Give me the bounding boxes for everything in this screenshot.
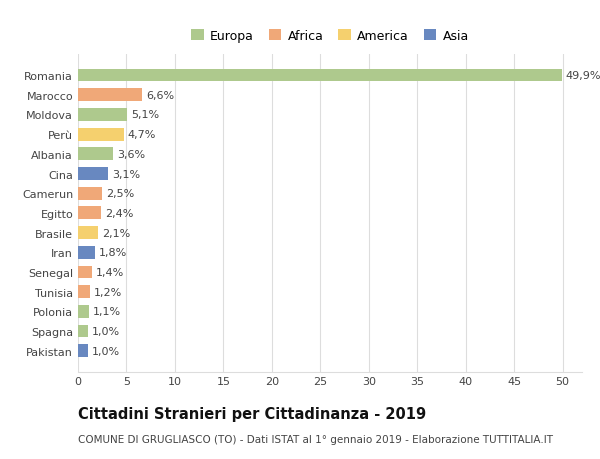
Text: 1,2%: 1,2% <box>94 287 122 297</box>
Bar <box>78 285 89 298</box>
Text: 3,1%: 3,1% <box>112 169 140 179</box>
Bar <box>78 168 108 180</box>
Bar <box>78 227 98 240</box>
Text: 49,9%: 49,9% <box>566 71 600 81</box>
Bar <box>78 207 101 220</box>
Bar <box>78 266 92 279</box>
Text: COMUNE DI GRUGLIASCO (TO) - Dati ISTAT al 1° gennaio 2019 - Elaborazione TUTTITA: COMUNE DI GRUGLIASCO (TO) - Dati ISTAT a… <box>78 434 553 444</box>
Bar <box>78 187 102 200</box>
Bar <box>78 129 124 141</box>
Text: 1,0%: 1,0% <box>92 346 119 356</box>
Text: 2,1%: 2,1% <box>102 228 130 238</box>
Text: 1,1%: 1,1% <box>92 307 121 317</box>
Text: Cittadini Stranieri per Cittadinanza - 2019: Cittadini Stranieri per Cittadinanza - 2… <box>78 406 426 421</box>
Text: 1,0%: 1,0% <box>92 326 119 336</box>
Bar <box>78 69 562 82</box>
Bar <box>78 325 88 338</box>
Bar <box>78 148 113 161</box>
Text: 2,5%: 2,5% <box>106 189 134 199</box>
Text: 4,7%: 4,7% <box>127 130 156 140</box>
Bar <box>78 246 95 259</box>
Bar <box>78 345 88 358</box>
Text: 3,6%: 3,6% <box>117 150 145 159</box>
Legend: Europa, Africa, America, Asia: Europa, Africa, America, Asia <box>191 30 469 43</box>
Text: 1,4%: 1,4% <box>95 268 124 277</box>
Text: 1,8%: 1,8% <box>100 248 128 258</box>
Text: 6,6%: 6,6% <box>146 90 174 101</box>
Text: 5,1%: 5,1% <box>131 110 160 120</box>
Bar <box>78 89 142 102</box>
Text: 2,4%: 2,4% <box>105 208 134 218</box>
Bar <box>78 109 127 122</box>
Bar <box>78 305 89 318</box>
